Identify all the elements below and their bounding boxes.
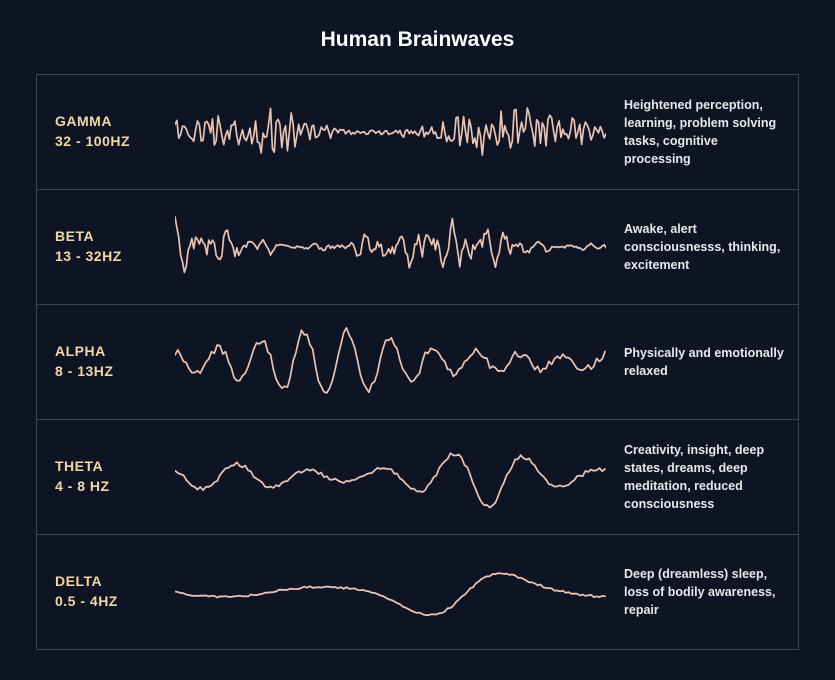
table-row: GAMMA 32 - 100HZ Heightened perception, … — [37, 75, 798, 189]
wave-label: DELTA 0.5 - 4HZ — [55, 572, 165, 611]
wave-frequency: 13 - 32HZ — [55, 247, 165, 267]
wave-graphic — [165, 315, 616, 409]
wave-frequency: 4 - 8 HZ — [55, 477, 165, 497]
page-title: Human Brainwaves — [36, 28, 799, 52]
gamma-wave-svg — [175, 87, 606, 177]
brainwave-table: GAMMA 32 - 100HZ Heightened perception, … — [36, 74, 799, 650]
wave-name: DELTA — [55, 572, 165, 592]
wave-description: Deep (dreamless) sleep, loss of bodily a… — [616, 565, 784, 619]
table-row: BETA 13 - 32HZ Awake, alert consciousnes… — [37, 189, 798, 304]
alpha-wave-svg — [175, 317, 606, 407]
wave-frequency: 0.5 - 4HZ — [55, 592, 165, 612]
table-row: ALPHA 8 - 13HZ Physically and emotionall… — [37, 304, 798, 419]
table-row: DELTA 0.5 - 4HZ Deep (dreamless) sleep, … — [37, 534, 798, 649]
wave-graphic — [165, 85, 616, 179]
wave-graphic — [165, 545, 616, 639]
wave-name: ALPHA — [55, 342, 165, 362]
wave-label: GAMMA 32 - 100HZ — [55, 112, 165, 151]
wave-description: Creativity, insight, deep states, dreams… — [616, 441, 784, 514]
wave-name: BETA — [55, 227, 165, 247]
wave-description: Physically and emotionally relaxed — [616, 344, 784, 380]
table-row: THETA 4 - 8 HZ Creativity, insight, deep… — [37, 419, 798, 534]
page: Human Brainwaves GAMMA 32 - 100HZ Height… — [0, 0, 835, 680]
wave-graphic — [165, 200, 616, 294]
wave-label: THETA 4 - 8 HZ — [55, 457, 165, 496]
wave-name: THETA — [55, 457, 165, 477]
delta-wave-svg — [175, 547, 606, 637]
wave-label: BETA 13 - 32HZ — [55, 227, 165, 266]
beta-wave-svg — [175, 202, 606, 292]
wave-frequency: 8 - 13HZ — [55, 362, 165, 382]
wave-frequency: 32 - 100HZ — [55, 132, 165, 152]
wave-name: GAMMA — [55, 112, 165, 132]
wave-label: ALPHA 8 - 13HZ — [55, 342, 165, 381]
wave-graphic — [165, 430, 616, 524]
wave-description: Awake, alert consciousnesss, thinking, e… — [616, 220, 784, 274]
wave-description: Heightened perception, learning, problem… — [616, 96, 784, 169]
theta-wave-svg — [175, 432, 606, 522]
